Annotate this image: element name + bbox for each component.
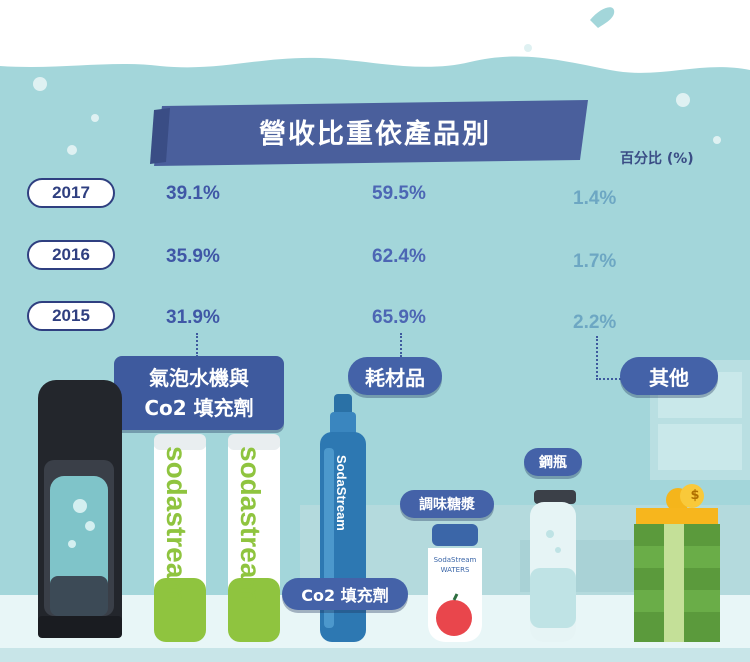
category-other: 其他	[620, 357, 718, 395]
unit-label: 百分比 (%)	[620, 151, 694, 167]
other-2016: 1.7%	[573, 251, 617, 272]
green-bottle-icon	[228, 434, 280, 642]
steel-bottle-icon	[530, 490, 576, 642]
category-machines-line2: Co2 填充劑	[144, 396, 254, 420]
bottle-brand-text: sodastream	[161, 446, 192, 604]
money-stack-icon	[634, 484, 720, 642]
syrup-bottle-icon	[428, 524, 482, 642]
steel-bottle-label: 鋼瓶	[524, 448, 582, 476]
category-machines: 氣泡水機與 Co2 填充劑	[114, 356, 284, 430]
page-title: 營收比重依產品別	[259, 119, 491, 150]
category-machines-line1: 氣泡水機與	[149, 366, 249, 390]
category-consumables: 耗材品	[348, 357, 442, 395]
machines-2016: 35.9%	[166, 246, 220, 267]
bottle-brand-text: sodastream	[235, 446, 266, 604]
connector-consumables	[400, 333, 402, 357]
consumables-2015: 65.9%	[372, 307, 426, 328]
syrup-brand-text: SodaStream	[433, 556, 477, 564]
coin-symbol: $	[690, 488, 700, 503]
year-pill-2017: 2017	[27, 178, 115, 208]
green-bottle-icon	[154, 434, 206, 642]
title-banner	[150, 100, 588, 166]
connector-other	[596, 336, 624, 380]
syrup-sub-text: WATERS	[440, 566, 470, 574]
consumables-2016: 62.4%	[372, 246, 426, 267]
year-pill-2016: 2016	[27, 240, 115, 270]
cylinder-brand-text: SodaStream	[334, 455, 349, 531]
year-pill-2015: 2015	[27, 301, 115, 331]
machines-2015: 31.9%	[166, 307, 220, 328]
machines-2017: 39.1%	[166, 183, 220, 204]
cylinder-label: Co2 填充劑	[282, 578, 408, 610]
other-2017: 1.4%	[573, 188, 617, 209]
syrup-label: 調味糖漿	[400, 490, 494, 518]
consumables-2017: 59.5%	[372, 183, 426, 204]
connector-machines	[196, 333, 198, 357]
other-2015: 2.2%	[573, 312, 617, 333]
soda-machine-icon	[38, 380, 122, 638]
